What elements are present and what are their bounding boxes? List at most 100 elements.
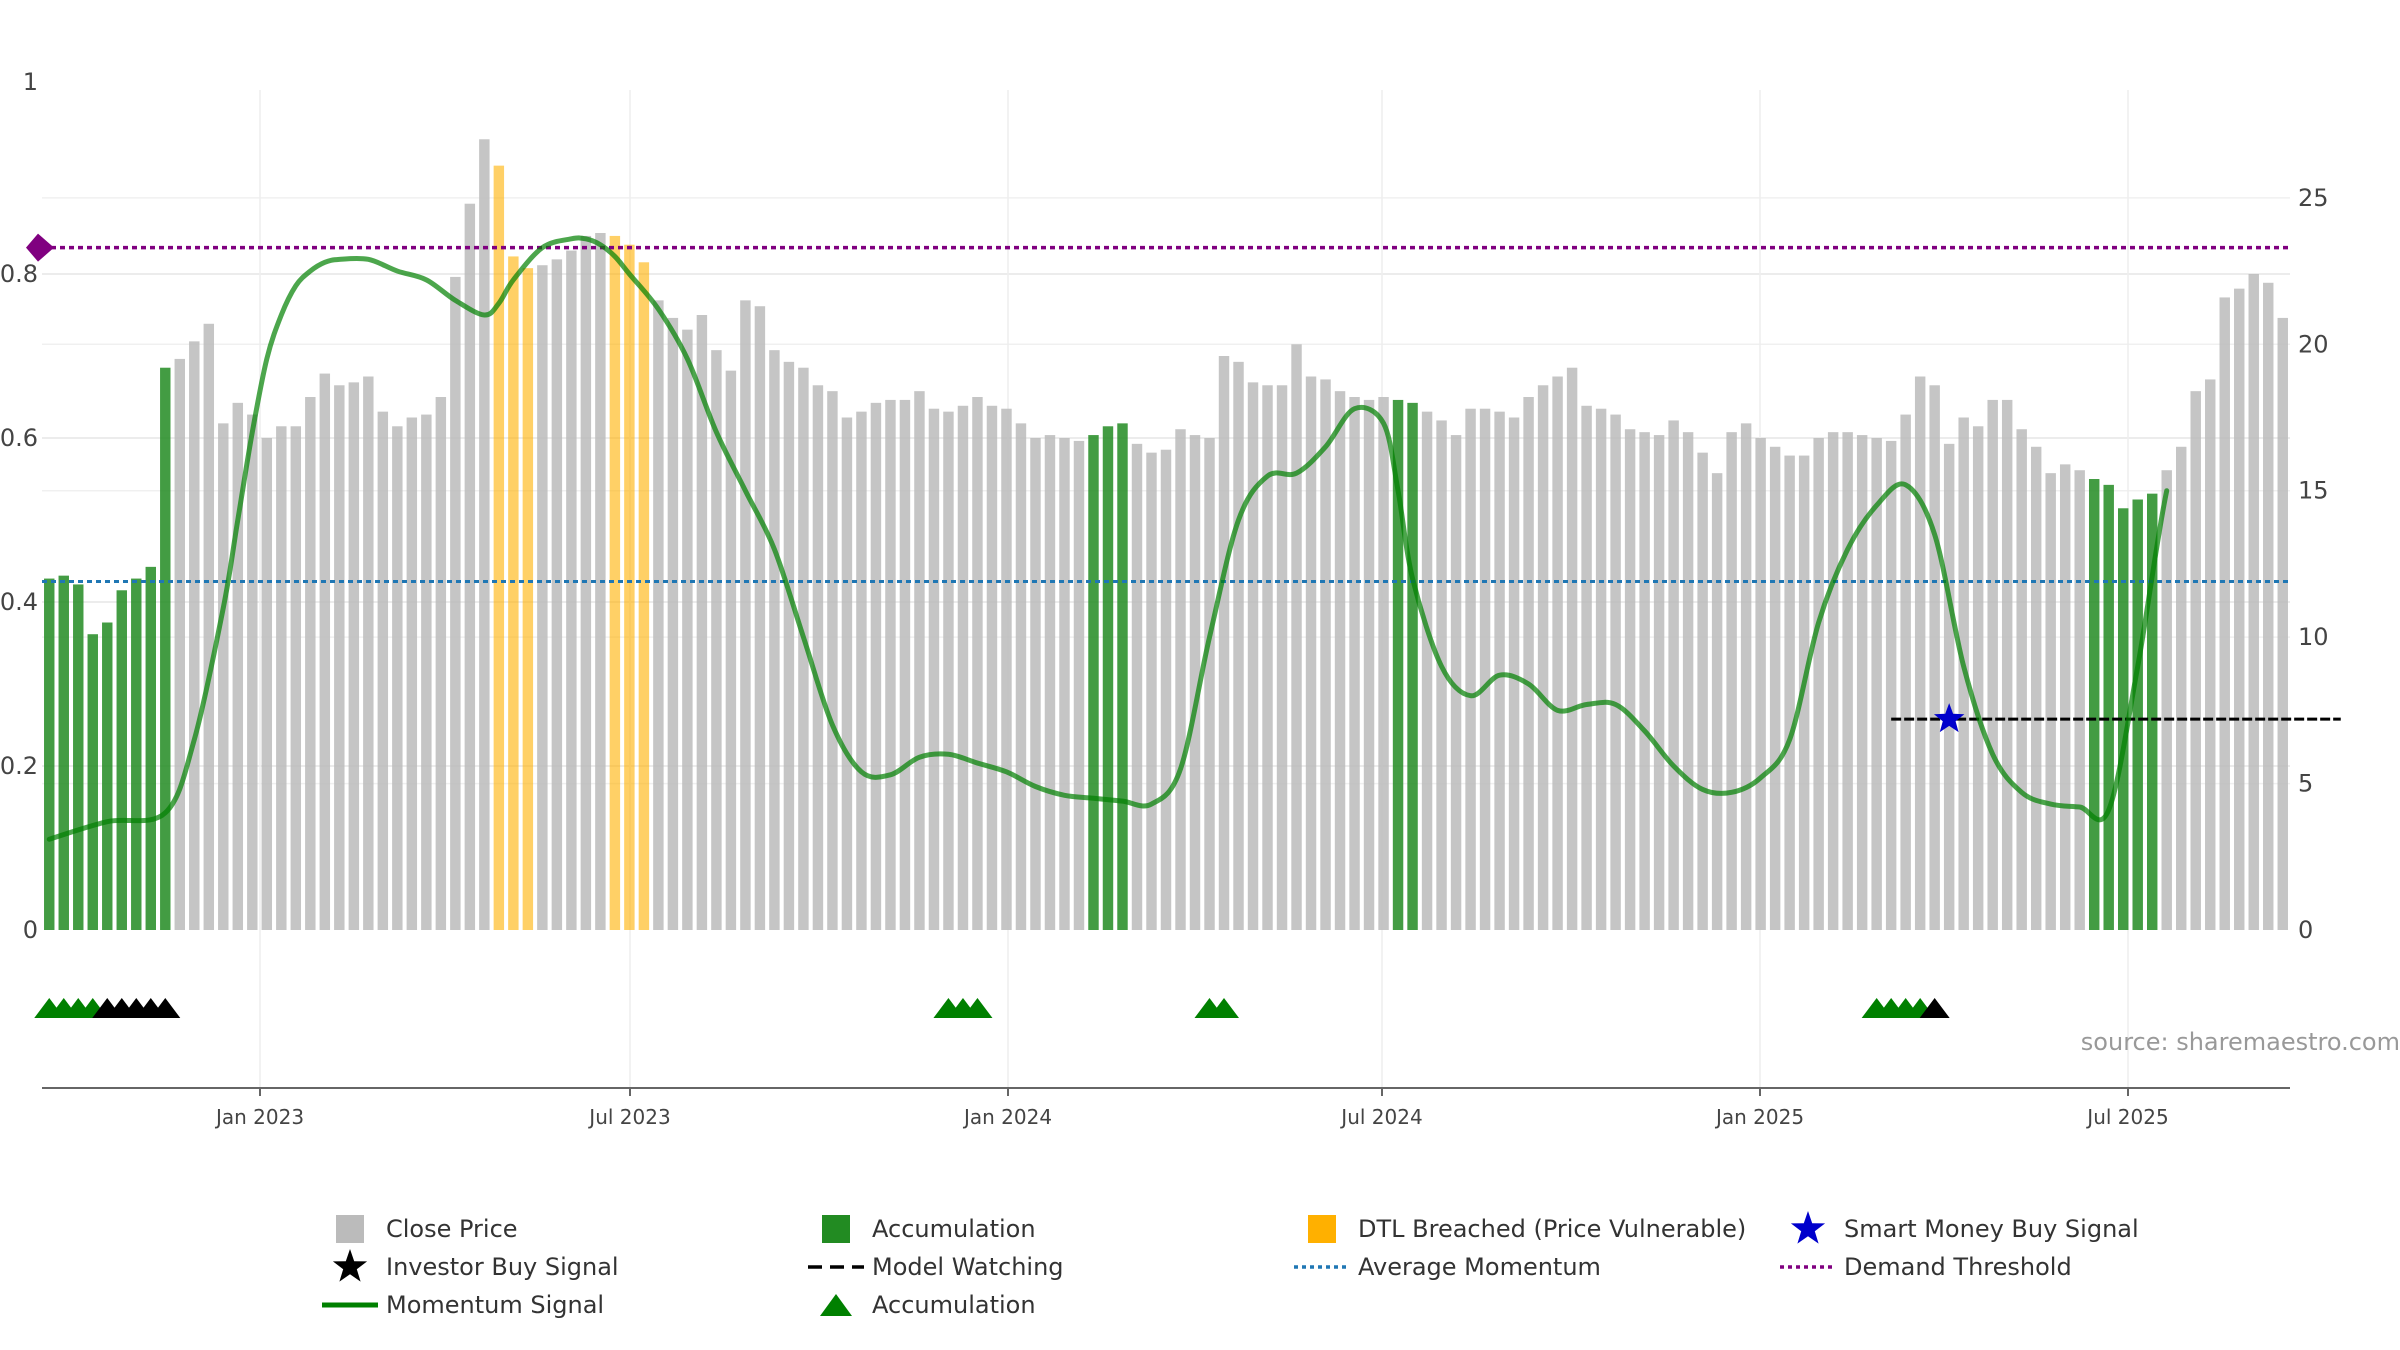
close-price-bar: [1247, 382, 1259, 930]
close-price-bar: [232, 402, 244, 930]
close-price-bar: [1421, 411, 1433, 931]
close-price-bar: [754, 306, 766, 930]
accumulation-bar: [1117, 423, 1128, 930]
legend-square-icon: [1292, 1210, 1352, 1248]
y-tick-label-right: 0: [2298, 916, 2313, 944]
close-price-bar: [1856, 435, 1868, 930]
close-price-bar: [1189, 435, 1201, 930]
legend-square-icon: [320, 1210, 380, 1248]
accumulation-bar: [1392, 399, 1404, 930]
accumulation-bar: [2117, 508, 2129, 930]
close-price-bar: [348, 382, 360, 930]
x-tick-label: Jan 2025: [1714, 1105, 1804, 1129]
close-price-bar: [2074, 470, 2085, 930]
legend-dash-icon: [806, 1248, 866, 1286]
close-price-bar: [899, 399, 911, 930]
legend-label: Close Price: [386, 1215, 518, 1243]
close-price-bar: [1929, 385, 1940, 930]
close-price-bar: [943, 411, 954, 931]
accumulation-bar: [73, 584, 84, 930]
accumulation-marker: [1209, 998, 1240, 1018]
close-price-bar: [1581, 405, 1592, 930]
close-price-bar: [1044, 435, 1056, 930]
close-price-bar: [1218, 356, 1230, 930]
y-tick-label-right: 5: [2298, 770, 2313, 798]
close-price-bar: [551, 259, 563, 930]
close-price-bar: [1450, 435, 1462, 930]
close-price-bar: [1827, 432, 1839, 930]
legend-item: Momentum Signal: [320, 1286, 604, 1324]
close-price-bar: [1668, 420, 1679, 930]
dtl-breached-bar: [624, 244, 635, 930]
legend-item: DTL Breached (Price Vulnerable): [1292, 1210, 1746, 1248]
close-price-bar: [783, 361, 795, 930]
close-price-bar: [334, 385, 345, 930]
axes: [42, 1087, 2290, 1096]
legend-label: Smart Money Buy Signal: [1844, 1215, 2139, 1243]
close-price-bar: [450, 276, 461, 930]
accumulation-bar: [1407, 402, 1418, 930]
reference-lines: [26, 233, 2341, 721]
close-price-bar: [261, 438, 273, 930]
close-price-bar: [1204, 438, 1215, 930]
signal-markers: [34, 703, 1965, 1018]
y-tick-label-right: 10: [2298, 623, 2329, 651]
close-price-bar: [1479, 408, 1491, 930]
close-price-bar: [725, 370, 737, 931]
close-price-bar: [769, 350, 780, 931]
accumulation-marker: [962, 998, 993, 1018]
legend-dot-icon: [1778, 1248, 1838, 1286]
close-price-bar: [2176, 446, 2187, 930]
close-price-bar: [1001, 408, 1012, 930]
close-price-bar: [1769, 446, 1781, 930]
legend-dot-icon: [1292, 1248, 1352, 1286]
close-price-bar: [276, 426, 287, 930]
close-price-bar: [1871, 438, 1882, 930]
y-tick-label-left: 1: [23, 68, 38, 96]
close-price-bar: [798, 367, 809, 930]
close-price-bar: [1334, 391, 1346, 931]
x-tick-label: Jul 2023: [587, 1105, 670, 1129]
legend-item: Accumulation: [806, 1210, 1036, 1248]
close-price-bar: [1610, 414, 1621, 931]
legend-label: Momentum Signal: [386, 1291, 605, 1319]
close-price-bar: [856, 411, 867, 931]
legend-label: DTL Breached (Price Vulnerable): [1358, 1215, 1747, 1243]
close-price-bar: [1943, 443, 1955, 930]
close-price-bar: [972, 397, 983, 930]
x-tick-label: Jan 2023: [214, 1105, 304, 1129]
close-price-bar: [1175, 429, 1186, 930]
investor-buy-marker: [150, 998, 181, 1018]
smart-money-buy-star: [1933, 703, 1965, 733]
y-tick-label-left: 0: [23, 916, 38, 944]
x-tick-label: Jul 2025: [2085, 1105, 2168, 1129]
legend-item: Close Price: [320, 1210, 518, 1248]
close-price-bar: [1639, 432, 1650, 930]
legend-item: Accumulation: [806, 1286, 1036, 1324]
x-tick-label: Jul 2024: [1339, 1105, 1422, 1129]
close-price-bar: [1972, 426, 1984, 930]
close-price-bar: [696, 315, 708, 930]
close-price-bar: [218, 423, 229, 930]
y-tick-label-right: 20: [2298, 330, 2329, 358]
legend-item: Average Momentum: [1292, 1248, 1601, 1286]
close-price-bar: [2248, 274, 2259, 930]
close-price-bar: [827, 391, 838, 931]
close-price-bar: [1900, 414, 1911, 931]
close-price-bar: [203, 323, 215, 930]
dtl-breached-bar: [609, 235, 621, 930]
accumulation-bar: [2088, 479, 2100, 930]
y-tick-label-left: 0.2: [0, 752, 38, 780]
close-price-bar: [1755, 438, 1766, 930]
close-price-bar: [1494, 411, 1505, 931]
close-price-bar: [2059, 464, 2071, 930]
close-price-bar: [812, 385, 824, 930]
close-price-bar: [1320, 379, 1331, 930]
close-price-bar: [174, 358, 186, 930]
close-price-bar: [1030, 438, 1041, 930]
close-price-bar: [711, 350, 722, 931]
close-price-bar: [363, 376, 374, 930]
close-price-bar: [290, 426, 302, 930]
